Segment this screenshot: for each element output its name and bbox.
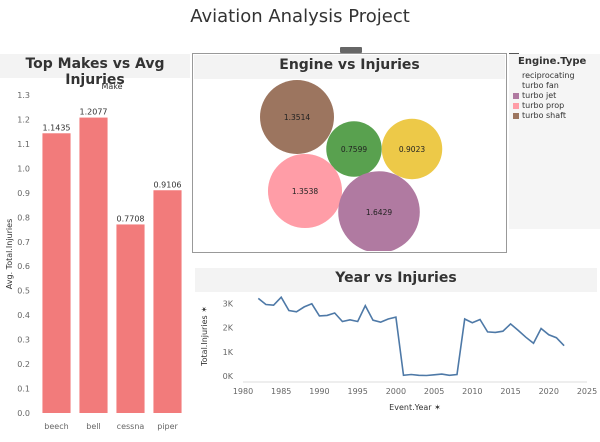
line-x-tick-label: 2000 bbox=[386, 387, 406, 396]
bubble-label: 1.3538 bbox=[292, 187, 318, 196]
bubble-chart[interactable]: 1.3514 0.7599 0.9023 1.3538 1.6429 bbox=[194, 79, 505, 251]
bar-bell bbox=[79, 117, 108, 413]
legend-item-turbo-fan[interactable]: turbo fan bbox=[513, 81, 559, 90]
bar-x-tick-label: cessna bbox=[117, 422, 145, 431]
legend-label: turbo fan bbox=[522, 81, 559, 90]
bar-y-tick-label: 0.5 bbox=[17, 287, 30, 296]
bar-data-label: 1.1435 bbox=[43, 123, 71, 132]
legend-label: reciprocating bbox=[522, 71, 575, 80]
line-x-tick-label: 1990 bbox=[309, 387, 329, 396]
line-panel-title-bar bbox=[195, 268, 597, 292]
bubble-label: 1.3514 bbox=[284, 113, 310, 122]
bar-piper bbox=[153, 190, 182, 413]
legend-item-turbo-shaft[interactable]: turbo shaft bbox=[513, 111, 566, 120]
bar-y-tick-label: 0.7 bbox=[17, 238, 30, 247]
legend-item-reciprocating[interactable]: reciprocating bbox=[513, 71, 575, 80]
bar-data-label: 0.9106 bbox=[154, 180, 182, 189]
line-x-tick-label: 1985 bbox=[271, 387, 291, 396]
line-x-tick-label: 2010 bbox=[462, 387, 482, 396]
bubble-1.3538 bbox=[267, 153, 343, 229]
page-title: Aviation Analysis Project bbox=[190, 6, 410, 27]
bar-data-label: 1.2077 bbox=[80, 108, 108, 117]
legend-swatch bbox=[513, 73, 519, 79]
line-y-tick-label: 0K bbox=[223, 372, 234, 381]
bubble-0.9023 bbox=[381, 118, 443, 180]
move-grip-handle[interactable] bbox=[340, 47, 362, 53]
line-x-tick-label: 1995 bbox=[347, 387, 367, 396]
line-x-tick-label: 2005 bbox=[424, 387, 444, 396]
bar-x-tick-label: piper bbox=[157, 422, 178, 431]
line-chart[interactable]: 0K 1K 2K 3K 1980 1985 1990 1995 2000 2005 2010 2015… bbox=[195, 292, 597, 440]
legend-label: turbo shaft bbox=[522, 111, 566, 120]
bar-y-tick-label: 1.2 bbox=[17, 115, 30, 124]
bar-x-axis-title: Make bbox=[101, 82, 122, 91]
legend-swatch bbox=[513, 83, 519, 89]
bar-x-tick-label: bell bbox=[86, 422, 100, 431]
legend-swatch bbox=[513, 102, 519, 109]
bar-y-tick-label: 0.3 bbox=[17, 336, 30, 345]
line-y-tick-label: 3K bbox=[223, 299, 234, 308]
bubble-panel-title-bar bbox=[194, 55, 505, 79]
bubble-1.3514 bbox=[260, 80, 334, 154]
legend-label: turbo jet bbox=[522, 91, 557, 100]
bubble-label: 1.6429 bbox=[366, 208, 392, 217]
line-x-tick-label: 1980 bbox=[233, 387, 253, 396]
bar-data-label: 0.7708 bbox=[117, 214, 145, 223]
line-y-tick-label: 2K bbox=[223, 324, 234, 333]
line-y-axis-title: Total.Injuries ✶ bbox=[200, 306, 209, 367]
bar-y-tick-label: 1.1 bbox=[17, 140, 30, 149]
bubble-0.7599 bbox=[326, 121, 382, 177]
bar-y-tick-label: 0.6 bbox=[17, 262, 30, 271]
bar-beech bbox=[42, 133, 71, 414]
legend-swatch bbox=[513, 92, 519, 99]
legend-item-turbo-jet[interactable]: turbo jet bbox=[513, 91, 556, 100]
line-x-tick-label: 2015 bbox=[500, 387, 520, 396]
bubble-panel-title: Engine vs Injuries bbox=[279, 57, 420, 73]
bar-y-tick-label: 1.0 bbox=[17, 164, 30, 173]
line-x-axis-title: Event.Year ✶ bbox=[389, 403, 441, 412]
legend-title: Engine.Type bbox=[518, 56, 587, 67]
bar-y-tick-label: 0.1 bbox=[17, 385, 30, 394]
line-y-tick-label: 1K bbox=[223, 348, 234, 357]
bar-panel-title-bar bbox=[0, 54, 190, 78]
bar-chart[interactable]: Make Avg. Total.Injuries 0.0 0.1 0.2 0.3 0.4 0.… bbox=[0, 78, 190, 442]
bar-y-tick-label: 0.9 bbox=[17, 189, 30, 198]
bar-y-axis-title: Avg. Total.Injuries bbox=[5, 219, 14, 289]
bubble-label: 0.9023 bbox=[399, 145, 425, 154]
bar-x-tick-label: beech bbox=[44, 422, 68, 431]
legend-label: turbo prop bbox=[522, 101, 565, 110]
line-panel-title: Year vs Injuries bbox=[335, 270, 457, 286]
bubble-1.6429 bbox=[338, 171, 420, 251]
line-series-total-injuries bbox=[257, 295, 565, 377]
line-x-tick-label: 2025 bbox=[577, 387, 597, 396]
bar-cessna bbox=[116, 224, 145, 413]
legend-panel bbox=[509, 54, 600, 229]
bubble-label: 0.7599 bbox=[341, 145, 367, 154]
line-x-tick-label: 2020 bbox=[539, 387, 559, 396]
bar-y-tick-label: 0.0 bbox=[17, 409, 30, 418]
bar-y-tick-label: 1.3 bbox=[17, 91, 30, 100]
bar-panel-title: Top Makes vs Avg Injuries bbox=[25, 56, 165, 88]
bar-y-tick-label: 0.4 bbox=[17, 311, 30, 320]
bar-y-tick-label: 0.8 bbox=[17, 213, 30, 222]
legend-swatch bbox=[513, 112, 519, 119]
bar-y-tick-label: 0.2 bbox=[17, 360, 30, 369]
legend-item-turbo-prop[interactable]: turbo prop bbox=[513, 101, 564, 110]
